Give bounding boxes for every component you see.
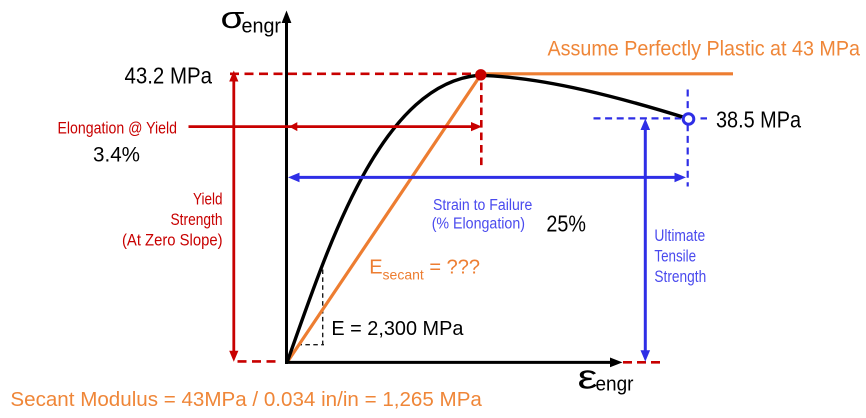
svg-text:E = 2,300 MPa: E = 2,300 MPa	[331, 318, 464, 340]
svg-text:Ultimate: Ultimate	[654, 227, 705, 245]
svg-text:engr: engr	[242, 16, 282, 38]
svg-text:σ: σ	[221, 1, 245, 35]
svg-text:43.2 MPa: 43.2 MPa	[125, 63, 213, 89]
svg-text:engr: engr	[596, 374, 634, 396]
svg-text:(% Elongation): (% Elongation)	[432, 216, 525, 233]
svg-text:3.4%: 3.4%	[93, 143, 140, 166]
svg-text:Secant Modulus = 43MPa / 0.034: Secant Modulus = 43MPa / 0.034 in/in = 1…	[10, 389, 482, 411]
svg-text:Esecant = ???: Esecant = ???	[369, 257, 480, 283]
svg-text:(At Zero Slope): (At Zero Slope)	[122, 230, 223, 249]
svg-text:38.5 MPa: 38.5 MPa	[716, 106, 801, 132]
svg-text:ε: ε	[578, 359, 598, 397]
svg-text:Strength: Strength	[654, 268, 706, 286]
svg-text:Strain to Failure: Strain to Failure	[433, 197, 532, 214]
svg-text:Tensile: Tensile	[654, 248, 696, 266]
svg-text:Yield: Yield	[193, 189, 223, 208]
svg-text:25%: 25%	[546, 211, 586, 237]
svg-text:Elongation @ Yield: Elongation @ Yield	[58, 118, 178, 137]
svg-text:Assume Perfectly Plastic at 43: Assume Perfectly Plastic at 43 MPa	[548, 38, 861, 61]
svg-text:Strength: Strength	[171, 210, 223, 229]
